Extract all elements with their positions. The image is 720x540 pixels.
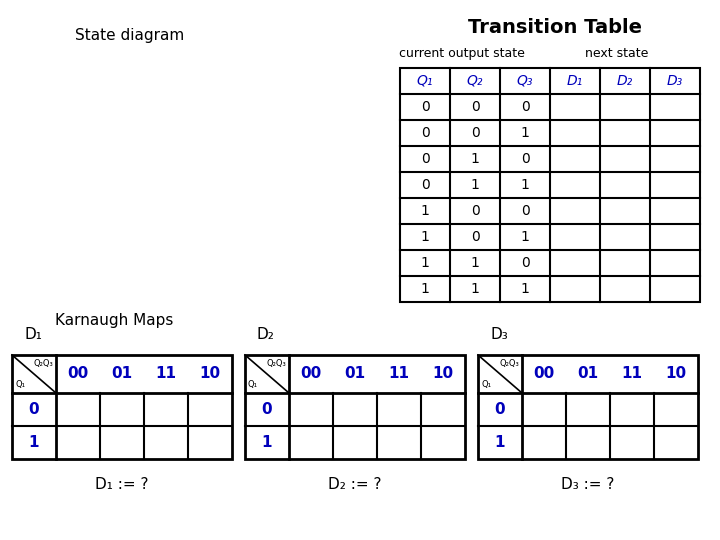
Text: 1: 1 xyxy=(521,230,529,244)
Text: 0: 0 xyxy=(495,402,505,417)
Text: Q₃: Q₃ xyxy=(517,74,534,88)
Text: D₂: D₂ xyxy=(617,74,633,88)
Text: State diagram: State diagram xyxy=(75,28,184,43)
Text: Q₁: Q₁ xyxy=(248,380,258,389)
Text: current output state: current output state xyxy=(399,47,525,60)
Text: Transition Table: Transition Table xyxy=(468,18,642,37)
Text: 10: 10 xyxy=(199,367,220,381)
Text: 1: 1 xyxy=(521,126,529,140)
Text: 1: 1 xyxy=(420,230,429,244)
Text: 0: 0 xyxy=(521,100,529,114)
Text: 1: 1 xyxy=(420,204,429,218)
Text: D₂ := ?: D₂ := ? xyxy=(328,477,382,492)
Text: 1: 1 xyxy=(471,152,480,166)
Text: 0: 0 xyxy=(420,100,429,114)
Text: 0: 0 xyxy=(261,402,272,417)
Text: Q₂Q₃: Q₂Q₃ xyxy=(266,359,286,368)
Text: 1: 1 xyxy=(420,282,429,296)
Text: 10: 10 xyxy=(433,367,454,381)
Bar xyxy=(400,68,700,302)
Text: 0: 0 xyxy=(471,230,480,244)
Text: Q₂: Q₂ xyxy=(467,74,483,88)
Text: 1: 1 xyxy=(262,435,272,450)
Text: D₃: D₃ xyxy=(667,74,683,88)
Text: D₁ := ?: D₁ := ? xyxy=(95,477,149,492)
Text: 0: 0 xyxy=(471,126,480,140)
Text: 11: 11 xyxy=(621,367,642,381)
Text: 0: 0 xyxy=(471,204,480,218)
Text: 1: 1 xyxy=(471,256,480,270)
Bar xyxy=(245,355,465,459)
Text: 11: 11 xyxy=(389,367,410,381)
Text: Q₁: Q₁ xyxy=(417,74,433,88)
Text: 0: 0 xyxy=(521,204,529,218)
Text: D₃: D₃ xyxy=(490,327,508,342)
Text: 00: 00 xyxy=(300,367,322,381)
Text: 0: 0 xyxy=(521,256,529,270)
Text: 1: 1 xyxy=(521,178,529,192)
Text: 0: 0 xyxy=(521,152,529,166)
Text: Q₂Q₃: Q₂Q₃ xyxy=(499,359,519,368)
Text: Q₁: Q₁ xyxy=(15,380,25,389)
Text: D₃ := ?: D₃ := ? xyxy=(562,477,615,492)
Text: D₁: D₁ xyxy=(24,327,42,342)
Text: 1: 1 xyxy=(471,178,480,192)
Text: 01: 01 xyxy=(112,367,132,381)
Text: 0: 0 xyxy=(420,126,429,140)
Text: 10: 10 xyxy=(665,367,687,381)
Text: 00: 00 xyxy=(68,367,89,381)
Bar xyxy=(478,355,698,459)
Text: 1: 1 xyxy=(495,435,505,450)
Text: D₂: D₂ xyxy=(257,327,275,342)
Bar xyxy=(12,355,232,459)
Text: 01: 01 xyxy=(344,367,366,381)
Text: Q₁: Q₁ xyxy=(481,380,491,389)
Text: Karnaugh Maps: Karnaugh Maps xyxy=(55,313,174,328)
Text: 1: 1 xyxy=(521,282,529,296)
Text: 11: 11 xyxy=(156,367,176,381)
Text: 1: 1 xyxy=(471,282,480,296)
Text: D₁: D₁ xyxy=(567,74,583,88)
Text: next state: next state xyxy=(585,47,649,60)
Text: 00: 00 xyxy=(534,367,554,381)
Text: 1: 1 xyxy=(420,256,429,270)
Text: 0: 0 xyxy=(471,100,480,114)
Text: 0: 0 xyxy=(29,402,40,417)
Text: 01: 01 xyxy=(577,367,598,381)
Text: 0: 0 xyxy=(420,152,429,166)
Text: 1: 1 xyxy=(29,435,40,450)
Text: Q₂Q₃: Q₂Q₃ xyxy=(33,359,53,368)
Text: 0: 0 xyxy=(420,178,429,192)
